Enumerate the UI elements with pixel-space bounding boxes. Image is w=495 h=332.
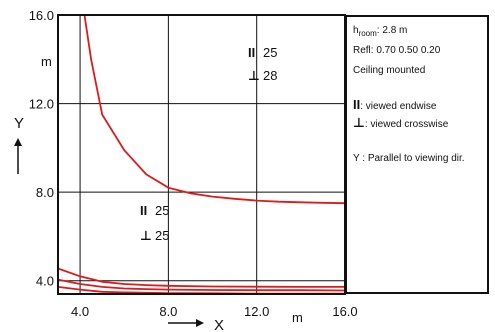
crosswise-value-upper: 28 [263, 68, 277, 83]
y-tick-labels: 4.0 8.0 12.0 16.0 [29, 8, 54, 289]
endwise-symbol-lower: II [140, 203, 147, 218]
series-line-2 [57, 267, 345, 288]
legend-room-height: hroom: 2.8 m [353, 25, 408, 38]
y-tick-label: 4.0 [36, 274, 54, 289]
x-axis-label: X [214, 317, 224, 332]
x-tick-labels: 4.0 8.0 12.0 16.0 [71, 304, 358, 319]
legend-panel: hroom: 2.8 m Refl: 0.70 0.50 0.20 Ceilin… [345, 15, 489, 294]
x-tick-label: 8.0 [159, 304, 177, 319]
x-tick-label: 16.0 [332, 304, 357, 319]
legend-crosswise: ⊥: viewed crosswise [353, 115, 448, 131]
legend-y-note: Y : Parallel to viewing dir. [353, 153, 465, 164]
y-axis-label: Y [14, 115, 24, 132]
endwise-symbol-upper: II [248, 45, 255, 60]
room-height-subscript: room [358, 29, 377, 38]
crosswise-symbol-lower: ⊥ [140, 228, 152, 243]
annotation-lower: II 25 ⊥ 25 [140, 203, 169, 243]
room-height-value: : 2.8 m [376, 25, 408, 36]
legend-endwise: II: viewed endwise [353, 97, 436, 112]
legend-reflectance: Refl: 0.70 0.50 0.20 [353, 45, 441, 56]
x-unit-label: m [292, 310, 303, 325]
y-tick-label: 12.0 [29, 97, 54, 112]
series-line-1 [83, 14, 346, 205]
series-line-3 [57, 278, 346, 292]
crosswise-symbol: ⊥ [353, 115, 365, 130]
crosswise-value-lower: 25 [155, 228, 169, 243]
endwise-value-lower: 25 [155, 203, 169, 218]
y-tick-label: 8.0 [36, 185, 54, 200]
y-unit-label: m [41, 54, 52, 69]
crosswise-text: : viewed crosswise [364, 119, 449, 130]
y-tick-label: 16.0 [29, 8, 54, 23]
x-tick-label: 4.0 [71, 304, 89, 319]
endwise-symbol: II [353, 97, 361, 112]
annotation-upper: II 25 ⊥ 28 [248, 45, 277, 83]
endwise-text: : viewed endwise [360, 101, 437, 112]
crosswise-symbol-upper: ⊥ [248, 68, 260, 83]
x-axis-arrow [168, 319, 204, 327]
endwise-value-upper: 25 [263, 45, 277, 60]
room-height-symbol: h [353, 25, 359, 36]
legend-mounting: Ceiling mounted [353, 65, 426, 76]
y-axis-arrow [14, 138, 22, 174]
x-tick-label: 12.0 [244, 304, 269, 319]
